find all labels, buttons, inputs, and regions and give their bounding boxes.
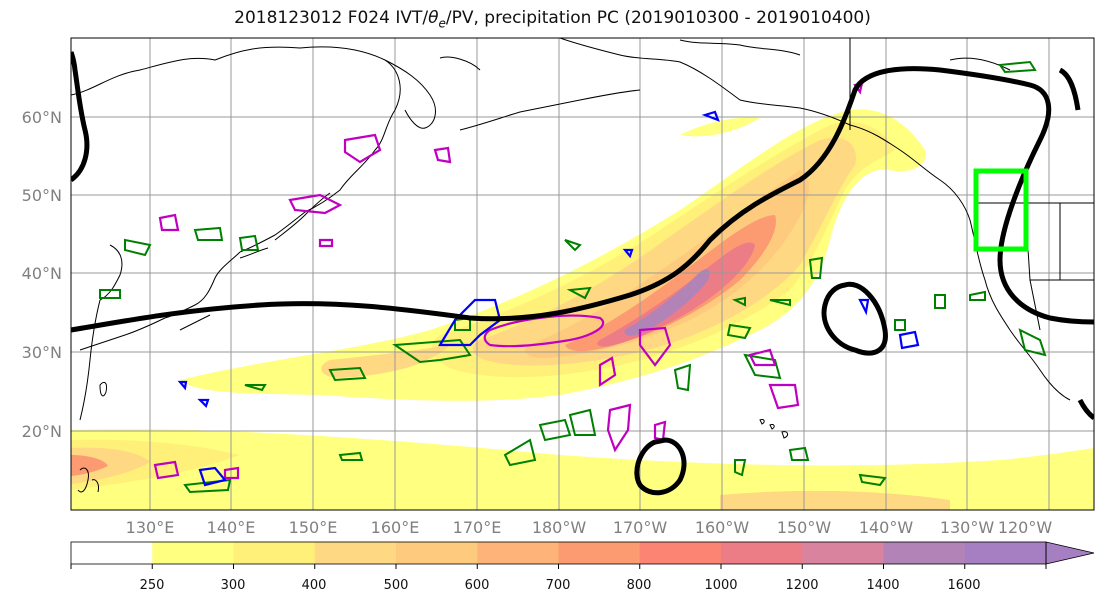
colorbar-segment [152,542,234,564]
colorbar-segment [233,542,316,564]
colorbar-label: 700 [546,578,571,593]
colorbar-segment [802,542,884,564]
lat-label: 20°N [22,422,62,441]
lon-label: 130°W [940,518,995,537]
lat-label: 30°N [22,343,62,362]
lat-label: 50°N [22,186,62,205]
graticule [71,38,1094,510]
lon-label: 140°E [207,518,256,537]
colorbar-label: 300 [221,578,246,593]
colorbar-label: 1600 [947,578,980,593]
colorbar-label: 1000 [704,578,737,593]
colorbar-segment [639,542,722,564]
colorbar-ticks [70,564,1047,569]
colorbar-segment [396,542,478,564]
colorbar-label: 800 [627,578,652,593]
lon-labels: 130°E 140°E 150°E 160°E 170°E 180°W 170°… [126,518,1053,537]
colorbar-label: 500 [384,578,409,593]
colorbar-label: 250 [140,578,165,593]
colorbar: 250 300 400 500 600 700 800 1000 1200 14… [70,541,1095,593]
map-title: 2018123012 F024 IVT/θe/PV, precipitation… [234,8,871,31]
colorbar-segment [314,542,397,564]
colorbar-segments [71,542,1047,564]
theta-e-contours [99,60,1047,494]
colorbar-label: 1200 [785,578,818,593]
colorbar-label: 1400 [866,578,899,593]
lon-label: 140°W [859,518,914,537]
lat-label: 60°N [22,108,62,127]
colorbar-arrow [1045,541,1095,565]
lon-label: 170°W [613,518,668,537]
lat-labels: 20°N 30°N 40°N 50°N 60°N [22,108,62,441]
lon-label: 150°E [289,518,338,537]
map-frame [70,37,1095,511]
colorbar-labels: 250 300 400 500 600 700 800 1000 1200 14… [140,578,981,593]
colorbar-label: 400 [302,578,327,593]
target-box [973,168,1029,252]
lon-label: 150°W [777,518,832,537]
ivt-black-contours [71,51,1094,496]
lon-label: 120°W [998,518,1053,537]
pv-magenta-contours [153,81,864,480]
lon-label: 160°W [695,518,750,537]
colorbar-segment [964,542,1047,564]
lat-label: 40°N [22,264,62,283]
colorbar-segment [71,542,153,564]
lon-label: 170°E [453,518,502,537]
lon-label: 160°E [371,518,420,537]
colorbar-segment [558,542,641,564]
colorbar-segment [721,542,803,564]
colorbar-segment [883,542,966,564]
colorbar-segment [477,542,559,564]
lon-label: 130°E [126,518,175,537]
colorbar-label: 600 [465,578,490,593]
lon-label: 180°W [532,518,587,537]
